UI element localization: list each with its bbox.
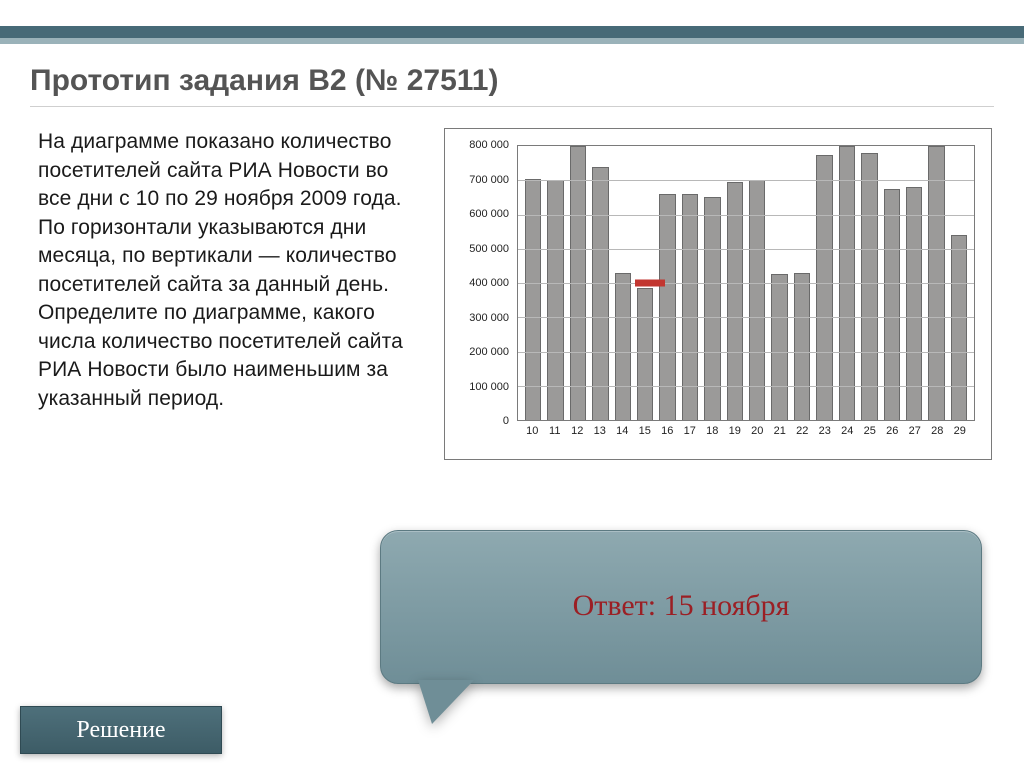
bar bbox=[615, 273, 631, 420]
y-tick-label: 0 bbox=[503, 415, 509, 427]
top-bar-dark bbox=[0, 26, 1024, 38]
x-tick-label: 11 bbox=[547, 425, 564, 443]
slide: Прототип задания B2 (№ 27511) На диаграм… bbox=[0, 0, 1024, 768]
bar bbox=[749, 180, 765, 420]
solution-button[interactable]: Решение bbox=[20, 706, 222, 754]
gridline bbox=[518, 283, 974, 284]
x-tick-label: 10 bbox=[524, 425, 541, 443]
x-tick-label: 13 bbox=[592, 425, 609, 443]
y-tick-label: 600 000 bbox=[469, 208, 509, 220]
gridline bbox=[518, 386, 974, 387]
title-underline bbox=[30, 106, 994, 107]
highlight-mark bbox=[635, 280, 665, 287]
answer-text: Ответ: 15 ноября bbox=[381, 589, 981, 623]
bar bbox=[771, 274, 787, 420]
bar bbox=[592, 167, 608, 420]
solution-label: Решение bbox=[76, 717, 165, 744]
x-axis-labels: 10 11 12 13 14 15 16 17 18 19 20 21 22 23 24 25 26 27 28 29 bbox=[517, 425, 975, 443]
top-bar-light bbox=[0, 38, 1024, 44]
gridline bbox=[518, 317, 974, 318]
y-tick-label: 100 000 bbox=[469, 381, 509, 393]
x-tick-label: 26 bbox=[884, 425, 901, 443]
gridline bbox=[518, 352, 974, 353]
y-axis-labels: 0100 000200 000300 000400 000500 000600 … bbox=[453, 145, 513, 421]
x-tick-label: 16 bbox=[659, 425, 676, 443]
top-bar-white bbox=[0, 0, 1024, 26]
x-tick-label: 18 bbox=[704, 425, 721, 443]
bar bbox=[794, 273, 810, 420]
y-tick-label: 500 000 bbox=[469, 243, 509, 255]
bar bbox=[637, 288, 653, 420]
gridline bbox=[518, 180, 974, 181]
y-tick-label: 700 000 bbox=[469, 174, 509, 186]
y-tick-label: 300 000 bbox=[469, 312, 509, 324]
y-tick-label: 200 000 bbox=[469, 346, 509, 358]
bar bbox=[727, 182, 743, 420]
bar bbox=[861, 153, 877, 420]
x-tick-label: 28 bbox=[929, 425, 946, 443]
bar bbox=[547, 180, 563, 420]
x-tick-label: 17 bbox=[682, 425, 699, 443]
x-tick-label: 21 bbox=[772, 425, 789, 443]
x-tick-label: 27 bbox=[907, 425, 924, 443]
answer-bubble: Ответ: 15 ноября bbox=[380, 530, 982, 684]
gridline bbox=[518, 215, 974, 216]
page-title: Прототип задания B2 (№ 27511) bbox=[30, 64, 498, 98]
y-tick-label: 400 000 bbox=[469, 277, 509, 289]
x-tick-label: 29 bbox=[952, 425, 969, 443]
chart-plot-area bbox=[517, 145, 975, 421]
answer-bubble-tail bbox=[418, 680, 474, 724]
x-tick-label: 19 bbox=[727, 425, 744, 443]
x-tick-label: 24 bbox=[839, 425, 856, 443]
x-tick-label: 12 bbox=[569, 425, 586, 443]
x-tick-label: 22 bbox=[794, 425, 811, 443]
bar bbox=[951, 235, 967, 420]
x-tick-label: 20 bbox=[749, 425, 766, 443]
x-tick-label: 15 bbox=[637, 425, 654, 443]
x-tick-label: 25 bbox=[862, 425, 879, 443]
chart-inner: 0 100 000 200 000 300 000 400 000 500 000 600 … bbox=[453, 145, 983, 443]
chart-container: 0 100 000 200 000 300 000 400 000 500 000 600 … bbox=[444, 128, 992, 460]
x-tick-label: 23 bbox=[817, 425, 834, 443]
gridline bbox=[518, 249, 974, 250]
bar bbox=[816, 155, 832, 420]
y-tick-label: 800 000 bbox=[469, 139, 509, 151]
x-tick-label: 14 bbox=[614, 425, 631, 443]
task-description: На диаграмме показано количество посетит… bbox=[38, 128, 426, 413]
top-border bbox=[0, 0, 1024, 44]
